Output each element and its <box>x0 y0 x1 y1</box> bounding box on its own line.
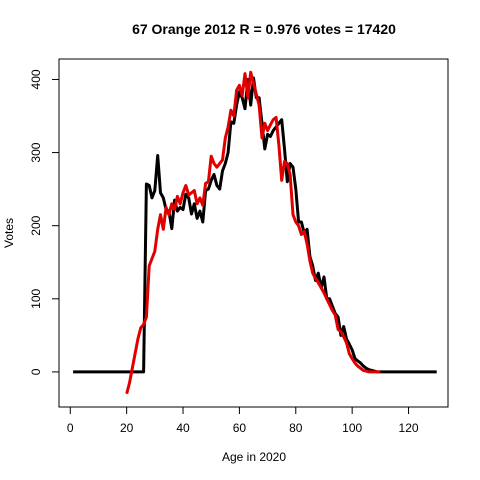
y-tick-label: 0 <box>29 368 43 375</box>
y-tick-label: 100 <box>29 288 43 308</box>
y-axis-label: Votes <box>2 218 16 248</box>
chart-title: 67 Orange 2012 R = 0.976 votes = 17420 <box>132 21 396 37</box>
x-tick-label: 20 <box>120 421 134 435</box>
x-tick-label: 120 <box>399 421 419 435</box>
y-tick-label: 400 <box>29 69 43 89</box>
x-axis-label: Age in 2020 <box>222 450 286 464</box>
x-tick-label: 0 <box>67 421 74 435</box>
x-tick-label: 60 <box>233 421 247 435</box>
x-tick-label: 40 <box>176 421 190 435</box>
x-tick-label: 100 <box>342 421 362 435</box>
x-axis: 0 20 40 60 80 100 120 <box>67 406 419 435</box>
series-layer <box>73 70 437 395</box>
y-tick-label: 300 <box>29 142 43 162</box>
x-tick-label: 80 <box>289 421 303 435</box>
series-line-red <box>125 70 381 395</box>
y-axis: 0 100 200 300 400 <box>29 69 60 375</box>
y-tick-label: 200 <box>29 215 43 235</box>
